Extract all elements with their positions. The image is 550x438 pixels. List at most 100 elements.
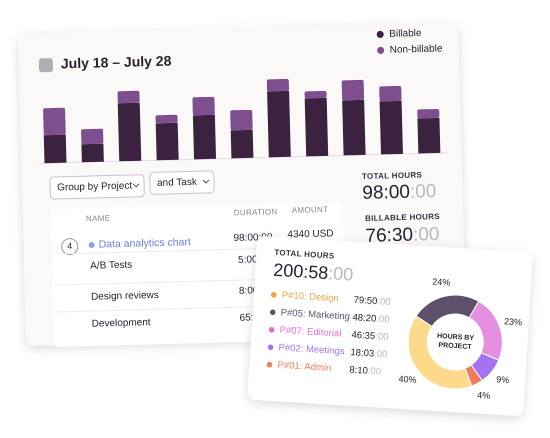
bar-segment: [304, 90, 327, 99]
value-rest: :00: [377, 296, 391, 308]
project-dot: [267, 344, 274, 351]
value: 18:03: [350, 347, 374, 359]
value-rest: :00: [375, 331, 389, 343]
report-card: TOTAL HOURS 200:58:00 P#10: Design 79:50:…: [247, 236, 533, 416]
bar-segment: [192, 96, 215, 116]
value: 46:35: [351, 329, 375, 341]
amount: 4340 USD: [287, 228, 333, 240]
legend-label: Billable: [389, 28, 422, 40]
project-time: 79:50:00: [353, 294, 391, 307]
bar-segment: [117, 90, 140, 104]
project-time: 48:20:00: [352, 312, 390, 325]
bar-segment: [192, 114, 217, 160]
project-name[interactable]: Data analytics chart: [98, 236, 191, 250]
project-dot: [266, 361, 273, 368]
value-rest: :00: [328, 263, 354, 284]
value: 79:50: [353, 294, 377, 306]
project-time: 46:35:00: [351, 329, 389, 342]
bar-chart: [43, 78, 441, 164]
project-name: P#10: Design: [281, 290, 339, 304]
summary-value: 76:30:00: [365, 224, 439, 247]
bar-segment: [43, 107, 66, 136]
project-time: 8:10:00: [349, 364, 381, 377]
report-value: 200:58:00: [273, 260, 354, 285]
donut-center-label: HOURS BYPROJECT: [436, 333, 474, 351]
value-rest: :00: [410, 181, 437, 203]
slice-label: 40%: [398, 374, 417, 385]
value-rest: :00: [374, 348, 388, 360]
slice-label: 9%: [496, 374, 510, 385]
donut-chart: 24% 23% 9% 4% 40%: [398, 276, 523, 401]
bar-segment: [379, 100, 403, 155]
summary-value: 98:00:00: [362, 181, 436, 204]
legend-dot: [377, 46, 385, 54]
value: 8:10: [349, 364, 368, 376]
task-duration: 65:0: [239, 312, 259, 324]
legend-dot: [376, 30, 384, 38]
value-rest: :00: [376, 313, 390, 325]
value: 200:58: [273, 260, 329, 283]
bar-segment: [230, 129, 254, 159]
bar-segment: [43, 134, 67, 164]
dropdown-label[interactable]: Group by Project: [57, 181, 133, 194]
task-name: A/B Tests: [90, 260, 132, 272]
value: 48:20: [352, 312, 376, 324]
report-label: TOTAL HOURS: [274, 248, 335, 261]
slice-label: 24%: [432, 276, 451, 287]
summary-label: TOTAL HOURS: [362, 170, 423, 181]
bar-segment: [81, 128, 104, 145]
task-name: Design reviews: [91, 290, 159, 303]
label-line: PROJECT: [438, 342, 472, 351]
chevron: [202, 179, 210, 184]
legend-label: Non-billable: [390, 43, 444, 55]
task-duration: 5:00:: [238, 254, 261, 266]
value-rest: :00: [413, 224, 440, 246]
slice-label: 4%: [477, 390, 491, 401]
column-header: AMOUNT: [292, 205, 329, 215]
dropdown[interactable]: [149, 170, 215, 195]
task-duration: 8:00: [239, 285, 259, 297]
project-time: 18:03:00: [350, 347, 388, 360]
value: 98:00: [362, 182, 410, 204]
column-header: DURATION: [234, 207, 278, 217]
bar-segment: [341, 79, 365, 101]
bar-segment: [417, 108, 440, 119]
label-line: HOURS BY: [437, 333, 475, 342]
bar-segment: [267, 90, 291, 158]
summary-label: BILLABLE HOURS: [365, 212, 440, 223]
bar-segment: [342, 99, 366, 156]
count: 4: [67, 241, 72, 251]
chevron: [132, 183, 140, 188]
value-rest: :00: [368, 365, 382, 377]
bar-segment: [81, 143, 104, 163]
bar-segment: [117, 102, 142, 162]
project-dot: [268, 326, 275, 333]
dropdown[interactable]: [49, 174, 145, 200]
task-name: Development: [92, 317, 151, 330]
bar-segment: [417, 117, 441, 154]
project-dot: [271, 292, 277, 298]
bar-segment: [155, 122, 179, 161]
count-badge: [61, 238, 79, 256]
project-name: P#01: Admin: [277, 360, 331, 374]
slice-label: 23%: [504, 316, 523, 327]
project-name: P#05: Marketing: [280, 307, 350, 322]
value: 76:30: [365, 225, 413, 247]
bar-segment: [155, 114, 178, 124]
project-dot: [269, 309, 276, 316]
dropdown-label[interactable]: and Task: [157, 177, 198, 189]
project-list: P#10: Design 79:50:00P#05: Marketing 48:20…: [266, 290, 391, 377]
bar-segment: [266, 78, 290, 92]
donut-slice: [407, 315, 473, 390]
date-range: July 18 – July 28: [61, 53, 172, 72]
project-dot: [88, 242, 95, 249]
bar-segment: [230, 109, 253, 131]
bar-segment: [304, 97, 329, 157]
calendar-icon: [38, 58, 54, 73]
project-name: P#02: Meetings: [278, 342, 345, 357]
project-name: P#07: Editorial: [279, 325, 341, 340]
column-header: NAME: [86, 214, 111, 224]
task-rows: A/B Tests 5:00: Design reviews 8:00 Developm…: [53, 245, 344, 330]
bar-segment: [379, 85, 402, 102]
